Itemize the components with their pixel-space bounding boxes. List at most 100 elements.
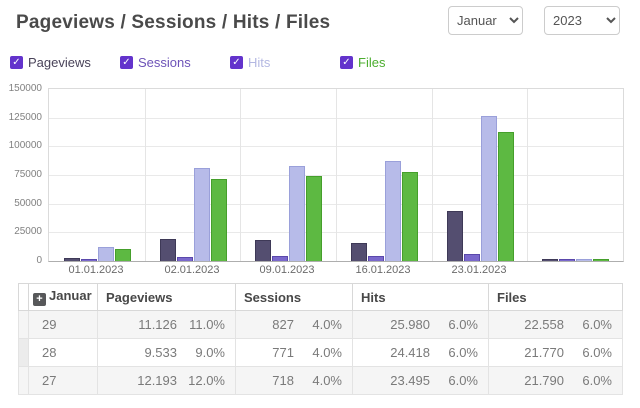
y-axis-label: 100000: [8, 140, 42, 151]
hits-checkbox[interactable]: ✓: [230, 56, 243, 69]
cell-pageviews: 11.126 11.0%: [97, 310, 236, 339]
row-spacer-cell: [18, 366, 29, 395]
bar-hits: [384, 161, 401, 261]
bar-files: [592, 259, 609, 261]
x-axis-label: 16.01.2023: [355, 264, 411, 276]
bar-pageviews: [63, 258, 80, 261]
chart: 0 25000 50000 75000 100000 125000 150000 01.01…: [0, 81, 640, 278]
y-axis-label: 75000: [14, 169, 42, 180]
bar-files: [210, 179, 227, 261]
y-axis-labels: 0 25000 50000 75000 100000 125000 150000: [0, 83, 42, 266]
sessions-checkbox[interactable]: ✓: [120, 56, 133, 69]
gridline-vertical: [145, 89, 146, 261]
cell-files: 21.770 6.0%: [488, 338, 623, 367]
bar-files: [305, 176, 322, 261]
cell-day: 27: [28, 366, 98, 395]
bar-hits: [288, 166, 305, 261]
legend-item-files: ✓ Files: [340, 54, 450, 71]
bar-group: [336, 161, 432, 261]
x-axis-label: 09.01.2023: [259, 264, 315, 276]
table-header-row: + Januar Pageviews Sessions Hits Files: [18, 283, 623, 311]
stat-value: 718: [272, 373, 294, 388]
bar-group: [527, 259, 623, 261]
y-axis-label: 25000: [14, 226, 42, 237]
x-axis-labels: 01.01.2023 02.01.2023 09.01.2023 16.01.2023…: [48, 264, 622, 278]
bar-pageviews: [541, 259, 558, 261]
topbar: Pageviews / Sessions / Hits / Files Janu…: [0, 0, 640, 46]
col-header-hits: Hits: [352, 283, 489, 311]
legend-label-sessions: Sessions: [138, 55, 191, 70]
bar-sessions: [463, 254, 480, 261]
stat-percent: 6.0%: [582, 373, 612, 388]
col-header-sessions: Sessions: [235, 283, 353, 311]
bar-sessions: [367, 256, 384, 261]
stat-percent: 6.0%: [448, 345, 478, 360]
bar-hits: [575, 259, 592, 261]
gridline-vertical: [336, 89, 337, 261]
cell-day: 28: [28, 338, 98, 367]
y-axis-label: 125000: [8, 112, 42, 123]
cell-hits: 23.495 6.0%: [352, 366, 489, 395]
gridline-vertical: [432, 89, 433, 261]
stat-percent: 4.0%: [312, 317, 342, 332]
stat-value: 25.980: [390, 317, 430, 332]
expand-icon[interactable]: +: [33, 293, 46, 306]
bar-hits: [97, 247, 114, 261]
col-header-day: + Januar: [28, 283, 98, 311]
bar-sessions: [558, 259, 575, 261]
header-spacer-cell: [18, 283, 29, 311]
legend-item-sessions: ✓ Sessions: [120, 54, 230, 71]
gridline-vertical: [527, 89, 528, 261]
chart-legend: ✓ Pageviews ✓ Sessions ✓ Hits ✓ Files: [10, 54, 640, 71]
stat-value: 22.558: [524, 317, 564, 332]
bar-pageviews: [350, 243, 367, 261]
stat-value: 771: [272, 345, 294, 360]
stat-percent: 9.0%: [195, 345, 225, 360]
table-row: 28 9.533 9.0% 771 4.0% 24.418 6.0% 21.770 6.0%: [18, 338, 623, 367]
stat-value: 21.770: [524, 345, 564, 360]
bar-files: [401, 172, 418, 261]
pageviews-checkbox[interactable]: ✓: [10, 56, 23, 69]
bar-sessions: [176, 257, 193, 261]
bar-files: [497, 132, 514, 261]
bar-group: [432, 116, 528, 261]
cell-files: 21.790 6.0%: [488, 366, 623, 395]
month-select[interactable]: Januar: [448, 6, 523, 35]
gridline-vertical: [240, 89, 241, 261]
stat-percent: 6.0%: [448, 317, 478, 332]
bar-pageviews: [254, 240, 271, 261]
col-header-pageviews: Pageviews: [97, 283, 236, 311]
cell-day: 29: [28, 310, 98, 339]
stat-percent: 6.0%: [582, 317, 612, 332]
bar-hits: [480, 116, 497, 261]
cell-pageviews: 12.193 12.0%: [97, 366, 236, 395]
bar-group: [240, 166, 336, 261]
bar-sessions: [271, 256, 288, 261]
x-axis-label: 23.01.2023: [451, 264, 507, 276]
cell-sessions: 718 4.0%: [235, 366, 353, 395]
stat-value: 24.418: [390, 345, 430, 360]
page-title: Pageviews / Sessions / Hits / Files: [16, 12, 331, 33]
stat-percent: 4.0%: [312, 345, 342, 360]
stat-percent: 11.0%: [189, 317, 225, 332]
files-checkbox[interactable]: ✓: [340, 56, 353, 69]
legend-label-pageviews: Pageviews: [28, 55, 91, 70]
chart-plot: [48, 88, 624, 262]
stat-percent: 12.0%: [188, 373, 225, 388]
cell-files: 22.558 6.0%: [488, 310, 623, 339]
y-axis-label: 150000: [8, 83, 42, 94]
cell-sessions: 771 4.0%: [235, 338, 353, 367]
year-select[interactable]: 2023: [544, 6, 620, 35]
stat-value: 23.495: [390, 373, 430, 388]
bar-files: [114, 249, 131, 261]
bar-hits: [193, 168, 210, 261]
stat-value: 11.126: [138, 317, 177, 332]
y-axis-label: 0: [36, 255, 42, 266]
cell-pageviews: 9.533 9.0%: [97, 338, 236, 367]
cell-hits: 25.980 6.0%: [352, 310, 489, 339]
y-axis-label: 50000: [14, 198, 42, 209]
bar-group: [49, 247, 145, 261]
legend-label-files: Files: [358, 55, 386, 70]
stat-value: 12.193: [137, 373, 177, 388]
